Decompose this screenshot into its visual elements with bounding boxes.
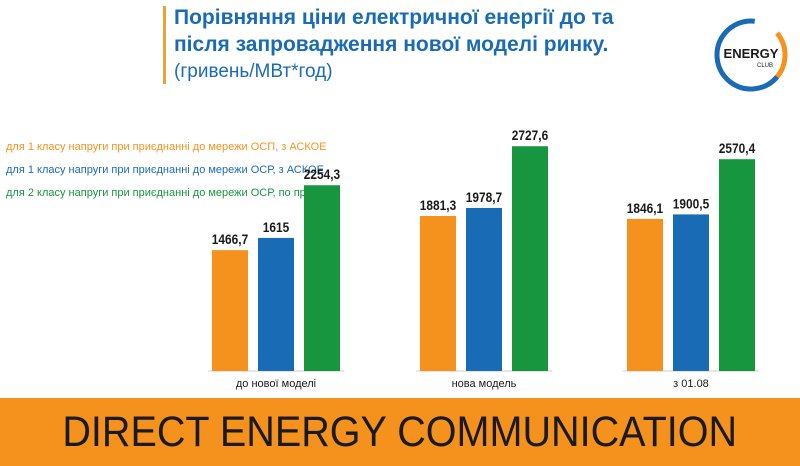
data-label: 1881,3 [420, 197, 456, 213]
footer-banner: DIRECT ENERGY COMMUNICATION [0, 398, 800, 466]
legend-item-blue: для 1 класу напруги при приєднанні до ме… [6, 164, 324, 176]
category-label: до нової моделі [236, 378, 316, 390]
title-accent-bar [163, 6, 166, 84]
bar-3-1 [304, 185, 340, 371]
bar-3-2 [512, 146, 548, 371]
bar-2-2 [466, 207, 502, 371]
legend-item-orange: для 1 класу напруги при приєднанні до ме… [6, 141, 327, 153]
bar-2-3 [673, 214, 709, 371]
bar-1-3 [627, 218, 663, 371]
data-label: 1900,5 [673, 195, 709, 211]
data-label: 1615 [263, 219, 289, 235]
bar-1-1 [212, 250, 248, 371]
page-subtitle: (гривень/МВт*год) [174, 61, 333, 82]
bar-2-1 [258, 237, 294, 371]
title-line-2: після запровадження нової моделі ринку. [174, 33, 609, 56]
title-line-1: Порівняння ціни електричної енергії до т… [174, 6, 614, 29]
page-title: Порівняння ціни електричної енергії до т… [174, 4, 694, 58]
legend-item-green: для 2 класу напруги при приєднанні до ме… [6, 187, 339, 199]
bar-1-2 [420, 215, 456, 371]
logo-text: ENERGY [724, 46, 779, 61]
category-label: з 01.08 [673, 378, 709, 390]
footer-text: DIRECT ENERGY COMMUNICATION [62, 407, 738, 456]
data-label: 1846,1 [627, 200, 663, 216]
energy-club-logo: ENERGY CLUB [714, 18, 788, 92]
bar-chart: 1466,7 1615 2254,3 до нової моделі 1881,3 197… [208, 127, 759, 390]
logo-subtext: CLUB [757, 63, 773, 69]
chart-legend: для 1 класу напруги при приєднанні до ме… [6, 136, 338, 205]
data-label: 1978,7 [466, 189, 502, 205]
data-label: 1466,7 [212, 231, 248, 247]
data-label: 2254,3 [304, 166, 340, 182]
data-label: 2570,4 [719, 140, 756, 156]
data-label: 2727,6 [512, 127, 548, 143]
category-label: нова модель [452, 378, 517, 390]
bar-3-3 [719, 159, 755, 371]
